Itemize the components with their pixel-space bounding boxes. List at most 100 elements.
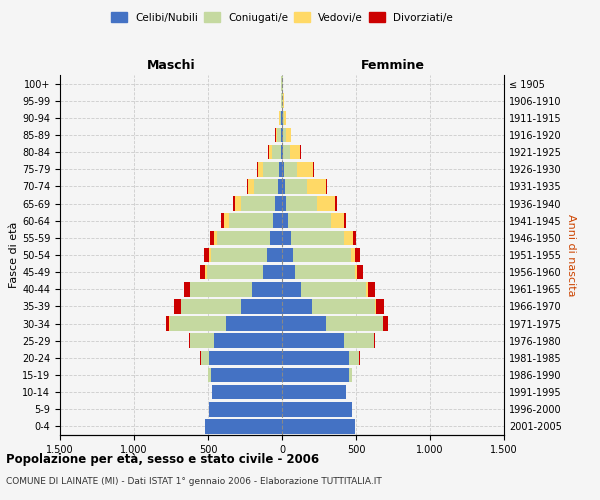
Bar: [263, 162, 280, 176]
Bar: [283, 145, 290, 160]
Bar: [355, 265, 358, 280]
Bar: [233, 196, 235, 211]
Bar: [368, 282, 375, 296]
Bar: [281, 145, 282, 160]
Bar: [241, 196, 275, 211]
Bar: [166, 316, 169, 331]
Bar: [349, 350, 359, 365]
Bar: [273, 214, 282, 228]
Bar: [205, 419, 282, 434]
Bar: [344, 334, 374, 348]
Legend: Celibi/Nubili, Coniugati/e, Vedovi/e, Divorziati/e: Celibi/Nubili, Coniugati/e, Vedovi/e, Di…: [109, 10, 455, 24]
Bar: [326, 316, 383, 331]
Bar: [212, 385, 282, 400]
Bar: [272, 145, 281, 160]
Bar: [248, 179, 254, 194]
Bar: [355, 248, 360, 262]
Bar: [284, 162, 297, 176]
Bar: [224, 214, 229, 228]
Bar: [291, 230, 344, 245]
Bar: [283, 128, 286, 142]
Bar: [286, 128, 291, 142]
Bar: [383, 316, 388, 331]
Bar: [288, 214, 331, 228]
Bar: [282, 402, 352, 416]
Bar: [209, 350, 282, 365]
Bar: [282, 162, 284, 176]
Bar: [280, 110, 281, 125]
Bar: [258, 162, 263, 176]
Bar: [170, 316, 226, 331]
Text: Popolazione per età, sesso e stato civile - 2006: Popolazione per età, sesso e stato civil…: [6, 452, 319, 466]
Bar: [284, 110, 286, 125]
Text: COMUNE DI LAINATE (MI) - Dati ISTAT 1° gennaio 2006 - Elaborazione TUTTITALIA.IT: COMUNE DI LAINATE (MI) - Dati ISTAT 1° g…: [6, 478, 382, 486]
Bar: [211, 248, 267, 262]
Bar: [269, 145, 272, 160]
Bar: [205, 265, 206, 280]
Bar: [282, 230, 291, 245]
Text: Femmine: Femmine: [361, 58, 425, 71]
Bar: [241, 299, 282, 314]
Bar: [297, 162, 313, 176]
Bar: [181, 299, 241, 314]
Bar: [200, 265, 205, 280]
Bar: [367, 282, 368, 296]
Bar: [282, 265, 295, 280]
Bar: [217, 230, 270, 245]
Bar: [282, 334, 344, 348]
Bar: [209, 248, 211, 262]
Y-axis label: Fasce di età: Fasce di età: [9, 222, 19, 288]
Bar: [282, 316, 326, 331]
Bar: [284, 179, 307, 194]
Bar: [174, 299, 181, 314]
Bar: [254, 179, 278, 194]
Bar: [247, 179, 248, 194]
Bar: [282, 385, 346, 400]
Bar: [283, 110, 284, 125]
Bar: [270, 230, 282, 245]
Bar: [282, 145, 283, 160]
Bar: [344, 214, 346, 228]
Bar: [317, 196, 335, 211]
Bar: [375, 299, 376, 314]
Bar: [211, 368, 282, 382]
Bar: [283, 94, 284, 108]
Bar: [190, 334, 214, 348]
Bar: [275, 196, 282, 211]
Bar: [344, 230, 353, 245]
Bar: [290, 145, 300, 160]
Bar: [278, 179, 282, 194]
Bar: [282, 282, 301, 296]
Bar: [190, 282, 253, 296]
Bar: [282, 248, 293, 262]
Bar: [282, 299, 311, 314]
Bar: [376, 299, 384, 314]
Bar: [351, 248, 355, 262]
Bar: [214, 334, 282, 348]
Bar: [267, 248, 282, 262]
Bar: [208, 368, 211, 382]
Bar: [280, 162, 282, 176]
Bar: [286, 196, 317, 211]
Bar: [282, 214, 288, 228]
Bar: [221, 214, 224, 228]
Bar: [282, 368, 349, 382]
Bar: [204, 248, 209, 262]
Y-axis label: Anni di nascita: Anni di nascita: [566, 214, 575, 296]
Bar: [349, 368, 352, 382]
Bar: [353, 230, 356, 245]
Bar: [335, 196, 337, 211]
Bar: [229, 214, 273, 228]
Bar: [293, 248, 351, 262]
Bar: [206, 265, 263, 280]
Bar: [282, 179, 284, 194]
Bar: [235, 196, 241, 211]
Bar: [200, 350, 209, 365]
Bar: [301, 282, 367, 296]
Bar: [282, 419, 355, 434]
Bar: [331, 214, 344, 228]
Bar: [275, 128, 277, 142]
Bar: [374, 334, 375, 348]
Bar: [257, 162, 258, 176]
Bar: [282, 350, 349, 365]
